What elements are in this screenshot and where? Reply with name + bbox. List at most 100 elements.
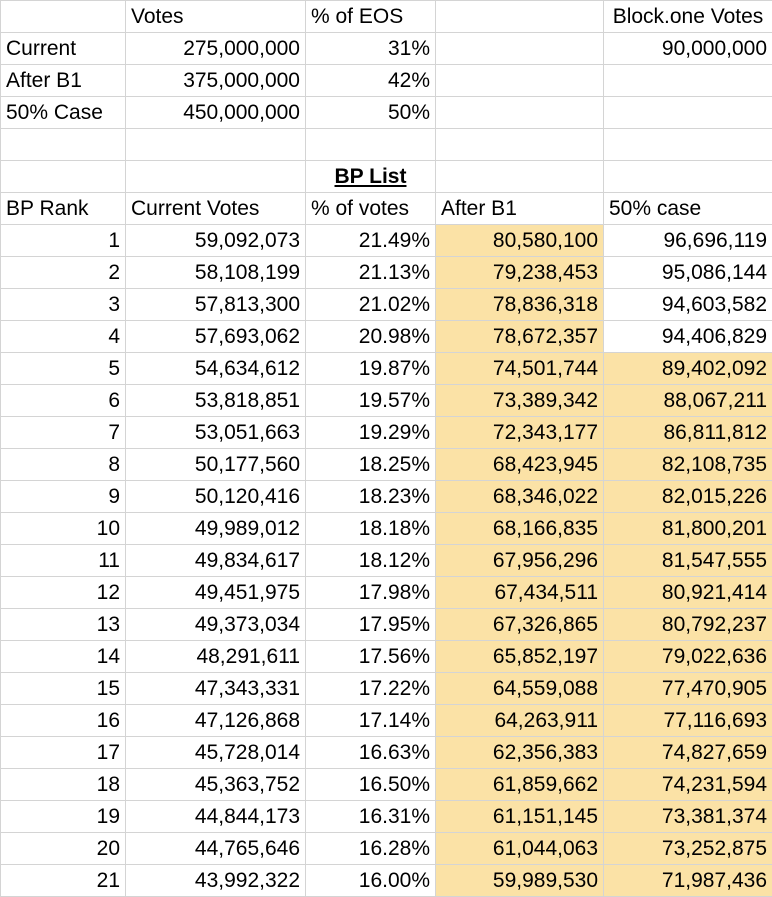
bp-header-cell[interactable]: Current Votes [126, 193, 306, 225]
bp-cell[interactable]: 45,728,014 [126, 737, 306, 769]
bp-cell[interactable]: 77,116,693 [604, 705, 772, 737]
bp-cell[interactable]: 17 [1, 737, 126, 769]
bp-cell[interactable]: 18.23% [306, 481, 436, 513]
bp-cell[interactable]: 61,044,063 [436, 833, 604, 865]
bp-cell[interactable]: 57,693,062 [126, 321, 306, 353]
bp-cell[interactable]: 64,263,911 [436, 705, 604, 737]
summary-cell[interactable]: 50% [306, 97, 436, 129]
bp-cell[interactable]: 68,423,945 [436, 449, 604, 481]
empty-cell[interactable] [306, 129, 436, 161]
bp-cell[interactable]: 21.02% [306, 289, 436, 321]
bp-cell[interactable]: 78,672,357 [436, 321, 604, 353]
bp-cell[interactable]: 81,547,555 [604, 545, 772, 577]
bp-cell[interactable]: 48,291,611 [126, 641, 306, 673]
bp-cell[interactable]: 10 [1, 513, 126, 545]
bp-cell[interactable]: 94,603,582 [604, 289, 772, 321]
bp-cell[interactable]: 81,800,201 [604, 513, 772, 545]
bp-cell[interactable]: 49,834,617 [126, 545, 306, 577]
bp-cell[interactable]: 50,120,416 [126, 481, 306, 513]
bp-cell[interactable]: 88,067,211 [604, 385, 772, 417]
bp-cell[interactable]: 49,373,034 [126, 609, 306, 641]
summary-cell[interactable] [436, 65, 604, 97]
bp-cell[interactable]: 74,231,594 [604, 769, 772, 801]
bp-cell[interactable]: 3 [1, 289, 126, 321]
bp-cell[interactable]: 6 [1, 385, 126, 417]
empty-cell[interactable] [126, 161, 306, 193]
bp-cell[interactable]: 67,956,296 [436, 545, 604, 577]
bp-cell[interactable]: 2 [1, 257, 126, 289]
bp-cell[interactable]: 59,989,530 [436, 865, 604, 897]
bp-cell[interactable]: 50,177,560 [126, 449, 306, 481]
bp-cell[interactable]: 79,022,636 [604, 641, 772, 673]
summary-cell[interactable]: 450,000,000 [126, 97, 306, 129]
bp-cell[interactable]: 58,108,199 [126, 257, 306, 289]
bp-list-title[interactable]: BP List [306, 161, 436, 193]
bp-cell[interactable]: 59,092,073 [126, 225, 306, 257]
bp-cell[interactable]: 67,326,865 [436, 609, 604, 641]
bp-cell[interactable]: 16.28% [306, 833, 436, 865]
bp-cell[interactable]: 61,859,662 [436, 769, 604, 801]
summary-cell[interactable]: 31% [306, 33, 436, 65]
bp-cell[interactable]: 18.12% [306, 545, 436, 577]
bp-cell[interactable]: 95,086,144 [604, 257, 772, 289]
summary-header-cell[interactable] [1, 1, 126, 33]
empty-cell[interactable] [1, 161, 126, 193]
bp-cell[interactable]: 1 [1, 225, 126, 257]
bp-cell[interactable]: 80,792,237 [604, 609, 772, 641]
bp-cell[interactable]: 78,836,318 [436, 289, 604, 321]
bp-cell[interactable]: 47,126,868 [126, 705, 306, 737]
bp-cell[interactable]: 15 [1, 673, 126, 705]
bp-cell[interactable]: 57,813,300 [126, 289, 306, 321]
bp-cell[interactable]: 62,356,383 [436, 737, 604, 769]
empty-cell[interactable] [436, 161, 604, 193]
bp-cell[interactable]: 20.98% [306, 321, 436, 353]
bp-cell[interactable]: 68,346,022 [436, 481, 604, 513]
bp-cell[interactable]: 21 [1, 865, 126, 897]
bp-cell[interactable]: 13 [1, 609, 126, 641]
bp-cell[interactable]: 43,992,322 [126, 865, 306, 897]
bp-cell[interactable]: 89,402,092 [604, 353, 772, 385]
bp-cell[interactable]: 54,634,612 [126, 353, 306, 385]
summary-cell[interactable]: 50% Case [1, 97, 126, 129]
bp-cell[interactable]: 61,151,145 [436, 801, 604, 833]
bp-cell[interactable]: 80,921,414 [604, 577, 772, 609]
summary-cell[interactable]: 275,000,000 [126, 33, 306, 65]
bp-cell[interactable]: 11 [1, 545, 126, 577]
summary-cell[interactable]: Current [1, 33, 126, 65]
bp-cell[interactable]: 47,343,331 [126, 673, 306, 705]
bp-cell[interactable]: 65,852,197 [436, 641, 604, 673]
summary-cell[interactable] [604, 97, 772, 129]
bp-cell[interactable]: 16.00% [306, 865, 436, 897]
bp-header-cell[interactable]: BP Rank [1, 193, 126, 225]
bp-cell[interactable]: 82,108,735 [604, 449, 772, 481]
bp-cell[interactable]: 86,811,812 [604, 417, 772, 449]
bp-cell[interactable]: 19.57% [306, 385, 436, 417]
bp-cell[interactable]: 53,051,663 [126, 417, 306, 449]
summary-cell[interactable] [436, 33, 604, 65]
summary-cell[interactable] [436, 97, 604, 129]
bp-cell[interactable]: 21.49% [306, 225, 436, 257]
summary-header-cell[interactable]: Votes [126, 1, 306, 33]
bp-cell[interactable]: 73,389,342 [436, 385, 604, 417]
bp-cell[interactable]: 17.56% [306, 641, 436, 673]
bp-cell[interactable]: 16.63% [306, 737, 436, 769]
bp-cell[interactable]: 64,559,088 [436, 673, 604, 705]
empty-cell[interactable] [604, 161, 772, 193]
bp-cell[interactable]: 44,765,646 [126, 833, 306, 865]
bp-cell[interactable]: 20 [1, 833, 126, 865]
bp-cell[interactable]: 77,470,905 [604, 673, 772, 705]
summary-header-cell[interactable]: Block.one Votes [604, 1, 772, 33]
bp-cell[interactable]: 19 [1, 801, 126, 833]
bp-header-cell[interactable]: After B1 [436, 193, 604, 225]
summary-cell[interactable]: 42% [306, 65, 436, 97]
bp-cell[interactable]: 94,406,829 [604, 321, 772, 353]
bp-cell[interactable]: 80,580,100 [436, 225, 604, 257]
bp-cell[interactable]: 21.13% [306, 257, 436, 289]
bp-cell[interactable]: 7 [1, 417, 126, 449]
bp-cell[interactable]: 18 [1, 769, 126, 801]
bp-cell[interactable]: 74,501,744 [436, 353, 604, 385]
bp-cell[interactable]: 82,015,226 [604, 481, 772, 513]
empty-cell[interactable] [604, 129, 772, 161]
bp-cell[interactable]: 67,434,511 [436, 577, 604, 609]
summary-header-cell[interactable]: % of EOS [306, 1, 436, 33]
